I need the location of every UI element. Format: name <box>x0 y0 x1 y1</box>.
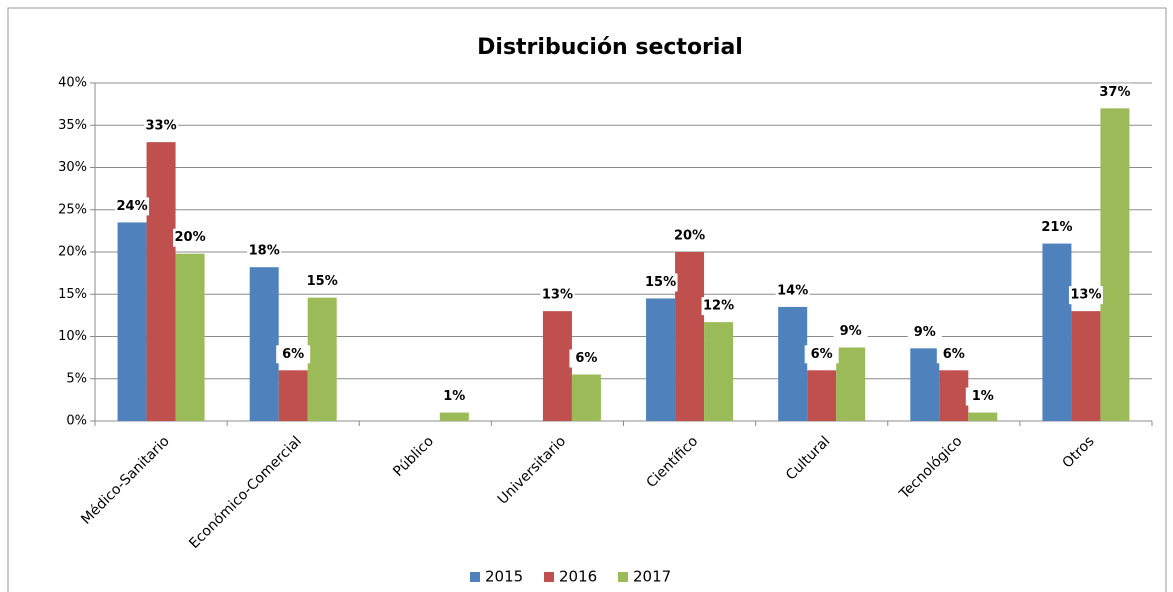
data-label: 21% <box>1041 220 1072 235</box>
legend-swatch <box>470 572 480 582</box>
bar <box>910 348 940 421</box>
label-background <box>936 345 971 364</box>
bar <box>778 306 808 421</box>
y-tick-label: 35% <box>58 118 87 133</box>
data-label: 24% <box>117 199 148 214</box>
data-label: 6% <box>811 347 833 362</box>
label-background <box>437 387 472 406</box>
bar <box>542 311 572 421</box>
label-background <box>1097 83 1132 102</box>
data-label: 15% <box>307 274 338 289</box>
data-label: 6% <box>282 347 304 362</box>
legend-label: 2016 <box>559 568 597 586</box>
label-background <box>907 323 942 342</box>
label-background <box>144 117 179 136</box>
bar <box>646 298 676 421</box>
y-tick-label: 40% <box>58 76 87 91</box>
label-background <box>672 227 707 245</box>
bar <box>439 412 469 421</box>
label-background <box>276 345 311 364</box>
data-label: 6% <box>575 351 597 366</box>
data-label: 6% <box>943 347 965 362</box>
bar <box>807 370 837 421</box>
data-label: 13% <box>542 288 573 303</box>
data-label: 37% <box>1099 85 1130 100</box>
y-tick-label: 5% <box>66 371 87 386</box>
label-background <box>569 349 604 368</box>
bar <box>175 253 205 421</box>
y-tick-label: 30% <box>58 160 87 175</box>
label-background <box>115 197 150 216</box>
data-label: 13% <box>1070 288 1101 303</box>
data-label: 14% <box>777 283 808 298</box>
data-label: 33% <box>146 119 177 134</box>
label-background <box>701 297 736 316</box>
y-tick-label: 10% <box>58 329 87 344</box>
legend-swatch <box>618 572 628 582</box>
label-background <box>305 272 340 291</box>
data-label: 12% <box>703 299 734 314</box>
bar <box>675 252 705 421</box>
label-background <box>1039 218 1074 237</box>
bar <box>117 222 147 421</box>
label-background <box>247 242 282 261</box>
label-background <box>804 345 839 364</box>
data-label: 1% <box>443 389 465 404</box>
data-label: 9% <box>840 324 862 339</box>
bar <box>968 412 998 421</box>
bar <box>307 297 337 421</box>
bar <box>571 374 601 421</box>
data-label: 9% <box>914 325 936 340</box>
y-tick-label: 0% <box>66 414 87 429</box>
label-background <box>173 228 208 247</box>
bar <box>278 370 308 421</box>
bar <box>704 322 734 421</box>
bar <box>1042 243 1072 421</box>
bar <box>1100 108 1130 421</box>
data-label: 1% <box>972 389 994 404</box>
chart-title: Distribución sectorial <box>477 35 743 60</box>
y-tick-label: 25% <box>58 202 87 217</box>
label-background <box>643 273 678 292</box>
bar <box>146 142 176 421</box>
data-label: 20% <box>175 230 206 245</box>
data-label: 15% <box>645 275 676 290</box>
legend-label: 2015 <box>485 568 523 586</box>
label-background <box>540 286 575 305</box>
bar <box>249 267 279 421</box>
bar <box>939 370 969 421</box>
label-background <box>833 322 868 341</box>
legend-swatch <box>544 572 554 582</box>
y-tick-label: 15% <box>58 287 87 302</box>
data-label: 18% <box>249 244 280 259</box>
bar <box>836 347 866 421</box>
label-background <box>775 281 810 300</box>
y-tick-label: 20% <box>58 245 87 260</box>
legend-label: 2017 <box>633 568 671 586</box>
data-label: 20% <box>674 229 705 244</box>
label-background <box>965 387 1000 406</box>
bar <box>1071 311 1101 421</box>
label-background <box>1068 286 1103 305</box>
